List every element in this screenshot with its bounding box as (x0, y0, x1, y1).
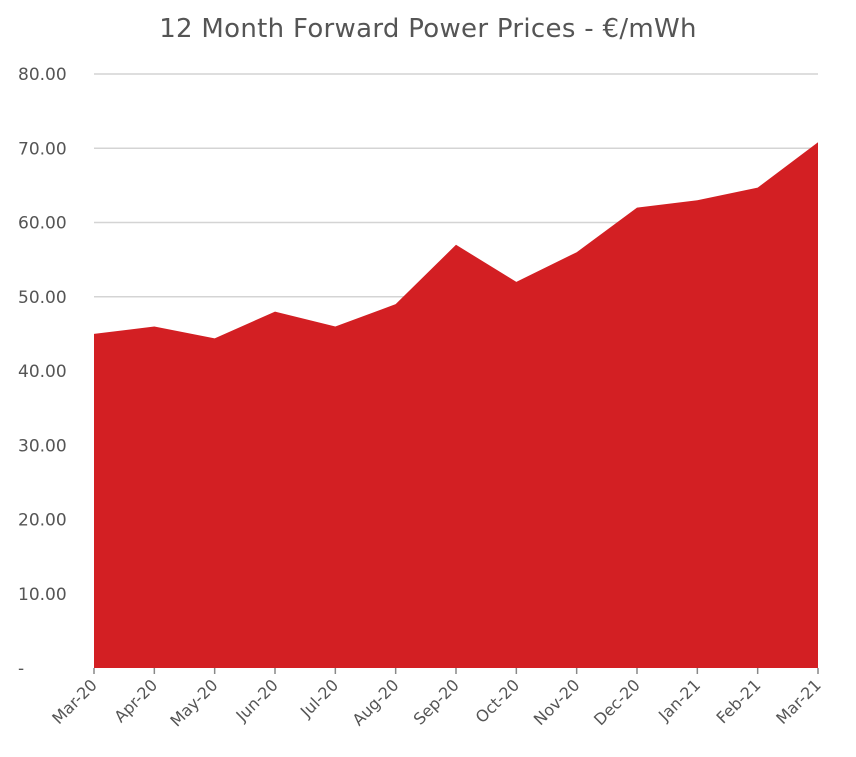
x-tick-label: Jul-20 (296, 675, 342, 721)
x-tick-label: Oct-20 (472, 675, 523, 726)
y-tick-label: 40.00 (18, 362, 67, 382)
y-tick-label: 20.00 (18, 511, 67, 531)
y-tick-label: 70.00 (18, 139, 67, 159)
x-tick-label: Mar-21 (772, 675, 825, 728)
area-layer (94, 142, 818, 668)
x-tick-label: Apr-20 (110, 675, 161, 726)
x-tick-label: Mar-20 (48, 675, 101, 728)
y-tick-label: 60.00 (18, 214, 67, 234)
x-tick-label: Sep-20 (410, 675, 463, 728)
x-tick-label: May-20 (166, 675, 221, 730)
y-axis: - 10.00 20.00 30.00 40.00 50.00 60.00 70.00 80.0… (18, 65, 67, 679)
x-tick-label: Jan-21 (654, 675, 704, 725)
y-tick-label: 80.00 (18, 65, 67, 85)
chart-title: 12 Month Forward Power Prices - €/mWh (159, 14, 697, 44)
x-tick-label: Nov-20 (530, 675, 584, 729)
y-tick-label: 10.00 (18, 585, 67, 605)
x-tick-label: Dec-20 (590, 675, 644, 729)
y-tick-label: 50.00 (18, 288, 67, 308)
x-tick-label: Feb-21 (713, 675, 765, 727)
x-axis: Mar-20 Apr-20 May-20 Jun-20 Jul-20 Aug-20 Sep-… (48, 668, 825, 731)
y-tick-label: 30.00 (18, 436, 67, 456)
price-area (94, 142, 818, 668)
x-tick-label: Aug-20 (348, 675, 402, 729)
x-tick-label: Jun-20 (232, 675, 282, 725)
y-tick-label: - (18, 659, 24, 679)
